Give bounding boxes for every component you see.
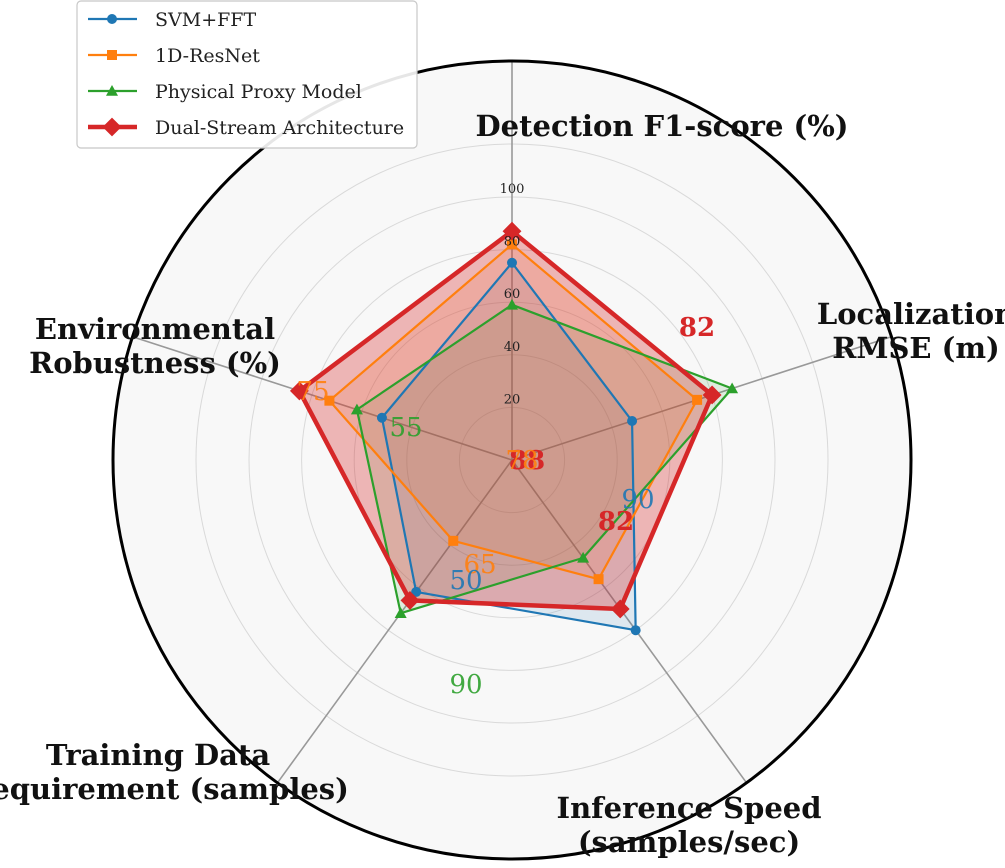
legend-marker bbox=[106, 85, 118, 96]
annotation-label: 82 bbox=[679, 313, 715, 343]
data-point bbox=[593, 574, 604, 585]
annotation-label: 82 bbox=[598, 507, 634, 537]
radial-tick-label: 80 bbox=[504, 235, 521, 250]
data-point bbox=[627, 415, 638, 426]
radial-tick-label: 60 bbox=[504, 287, 521, 302]
data-point bbox=[610, 599, 630, 619]
radial-tick-label: 20 bbox=[504, 392, 521, 407]
legend-label: Dual-Stream Architecture bbox=[155, 117, 404, 139]
legend-marker bbox=[107, 50, 117, 60]
data-point bbox=[394, 607, 407, 618]
legend-label: SVM+FFT bbox=[155, 9, 256, 31]
series-line bbox=[380, 261, 637, 632]
data-point bbox=[502, 221, 522, 241]
data-point bbox=[324, 395, 335, 406]
annotation-label: 90 bbox=[621, 485, 654, 515]
radar-markers bbox=[289, 221, 739, 636]
outer-circle bbox=[111, 59, 913, 861]
annotation-label: 55 bbox=[389, 413, 422, 443]
axis-label: Inference Speed (samples/sec) bbox=[557, 791, 822, 859]
axis-labels: Detection F1-score (%) Localization RMSE (… bbox=[0, 109, 1005, 859]
data-point bbox=[702, 385, 722, 405]
axis-label: Localization RMSE (m) bbox=[817, 297, 1005, 365]
data-point bbox=[507, 239, 517, 250]
annotation-label: 90 bbox=[449, 670, 482, 700]
legend-box bbox=[76, 0, 418, 149]
data-point bbox=[376, 412, 387, 423]
data-point bbox=[411, 586, 422, 597]
annotation-label: 65 bbox=[463, 550, 496, 580]
data-point bbox=[507, 257, 517, 268]
data-point bbox=[726, 382, 739, 394]
radar-series-lines bbox=[297, 228, 734, 632]
radial-ticks: 20 40 60 80 100 bbox=[500, 182, 525, 407]
legend-label: Physical Proxy Model bbox=[155, 81, 362, 103]
axis-spoke bbox=[276, 459, 513, 784]
series-fill bbox=[329, 244, 698, 580]
annotation-label: 75 bbox=[296, 377, 329, 407]
data-point bbox=[630, 625, 641, 636]
radial-tick-label: 40 bbox=[504, 340, 521, 355]
axis-spoke bbox=[132, 335, 513, 461]
data-point bbox=[577, 551, 590, 563]
annotation-label: 78 bbox=[505, 446, 538, 476]
axis-spoke bbox=[511, 459, 748, 784]
annotation-label: 50 bbox=[449, 566, 482, 596]
legend-marker bbox=[102, 117, 122, 137]
radial-tick-label: 100 bbox=[500, 182, 525, 197]
axis-label: Detection F1-score (%) bbox=[476, 109, 849, 143]
legend-marker bbox=[107, 14, 117, 24]
series-line bbox=[355, 303, 734, 615]
series-fill bbox=[381, 262, 636, 631]
series-line bbox=[297, 228, 715, 612]
axis-label: Environmental Robustness (%) bbox=[29, 312, 281, 380]
axis-label: Training Data Requirement (samples) bbox=[0, 738, 349, 806]
legend-label: 1D-ResNet bbox=[155, 45, 260, 67]
data-point bbox=[350, 403, 363, 415]
annotation-label: 88 bbox=[509, 446, 545, 476]
data-point bbox=[448, 535, 459, 546]
data-point bbox=[692, 394, 703, 405]
data-point bbox=[289, 381, 309, 401]
legend: SVM+FFT 1D-ResNet Physical Proxy Model Dual… bbox=[76, 0, 418, 149]
data-point bbox=[506, 298, 518, 310]
data-point bbox=[400, 591, 420, 610]
series-line bbox=[328, 243, 699, 581]
